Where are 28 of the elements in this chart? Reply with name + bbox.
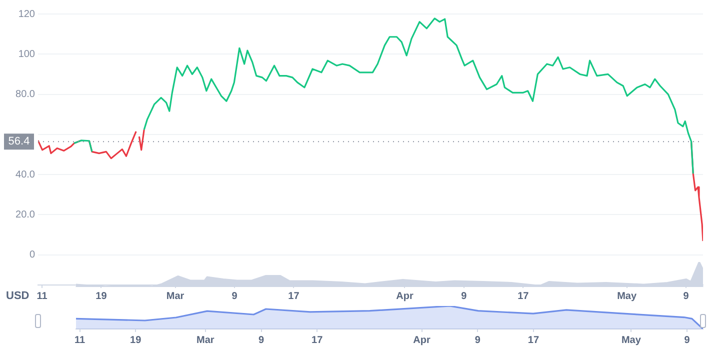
x-tick-label: 9 [683,290,690,302]
x-tick-label: 9 [684,334,690,346]
x-tick-label: Apr [413,334,430,346]
x-tick-label: 9 [461,290,468,302]
x-tick-label: 17 [288,290,300,302]
y-tick-label: 80.0 [16,89,36,100]
x-tick-label: 17 [528,334,540,346]
x-tick-label: 19 [130,334,142,346]
x-tick-label: 9 [258,334,264,346]
x-tick-label: 17 [518,290,530,302]
x-tick-label: May [621,334,642,346]
x-tick-label: 11 [74,334,86,346]
x-tick-label: Apr [396,290,414,302]
x-tick-label: 17 [312,334,324,346]
x-tick-label: May [617,290,637,302]
y-tick-label: 120 [18,8,36,20]
y-tick-label: 20.0 [16,209,36,220]
x-tick-label: 19 [96,290,108,302]
y-axis-title: USD [6,290,30,302]
y-tick-label: 40.0 [16,169,36,180]
x-tick-label: Mar [166,290,184,302]
x-tick-label: 11 [36,290,48,302]
x-tick-label: 9 [232,290,238,302]
ref-line-label: 56.4 [8,136,30,148]
x-tick-label: 9 [474,334,481,346]
y-tick-label: 100 [18,48,36,60]
y-tick-label: 0 [29,250,36,261]
x-tick-label: Mar [196,334,214,346]
